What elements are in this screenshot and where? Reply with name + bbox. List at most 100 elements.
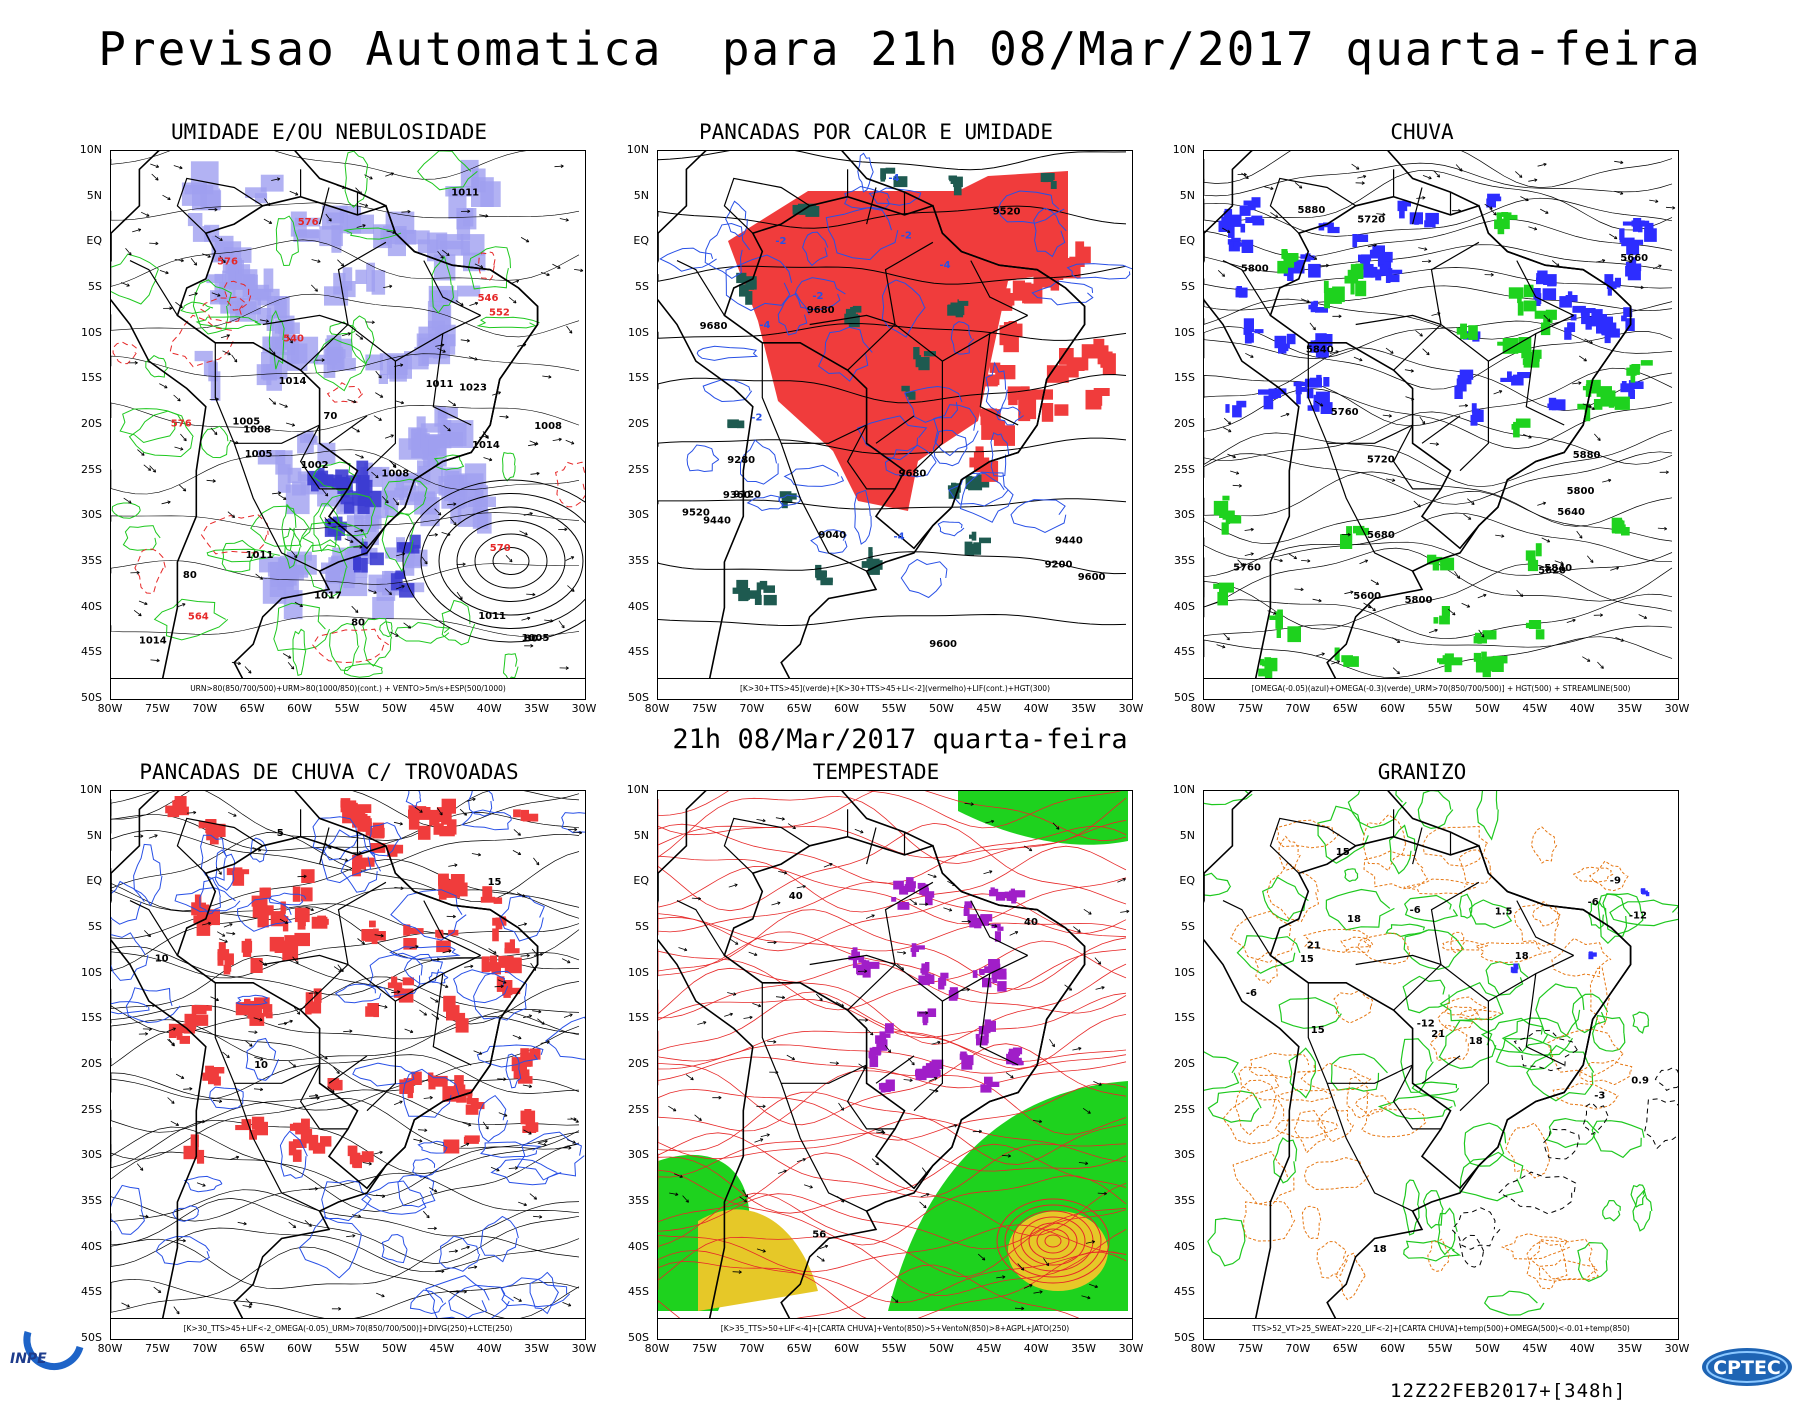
streamline-arrow	[222, 1051, 230, 1059]
lifted-index-contour	[900, 558, 948, 599]
omega-blue-area	[1543, 274, 1557, 285]
wind-vector	[816, 993, 823, 1002]
storm-area	[921, 963, 929, 972]
thunderstorm-area	[347, 1145, 358, 1157]
longitude-tick-label: 80W	[1190, 702, 1216, 715]
streamline-arrow	[1593, 613, 1603, 617]
jet-contour	[1028, 1222, 1078, 1260]
omega-green-area	[1275, 613, 1283, 629]
temperature-contour	[1577, 1241, 1608, 1282]
omega-blue-area	[1619, 236, 1625, 243]
thunderstorm-area	[280, 901, 286, 914]
forecast-map: 10 5 10 15 [K>30_TTS>45+LIF<-2_OMEGA(-0.05)_…	[110, 790, 586, 1340]
instability-area	[1024, 245, 1046, 260]
humidity-contour	[433, 454, 465, 471]
streamline-arrow	[1341, 532, 1351, 537]
divergence-contour	[111, 1184, 145, 1235]
wind-vector	[985, 819, 995, 824]
wind-vector	[395, 585, 405, 590]
temperature-contour	[1347, 791, 1407, 829]
streamline-arrow	[414, 806, 423, 813]
omega-contour	[1443, 996, 1487, 1018]
wind-vector	[162, 194, 171, 200]
omega-blue-area	[1388, 268, 1393, 277]
thunderstorm-area	[504, 958, 510, 974]
state-border	[1355, 954, 1442, 966]
streamline-arrow	[196, 1119, 206, 1124]
state-border	[1459, 361, 1489, 472]
latitude-tick-label: 5S	[635, 920, 649, 933]
longitude-tick-label: 35W	[524, 1342, 550, 1355]
streamline-arrow	[1602, 478, 1612, 483]
streamline-arrow	[333, 1066, 340, 1074]
streamline-arrow	[167, 1027, 177, 1032]
thunderstorm-area	[367, 1003, 377, 1016]
wind-streamline	[111, 449, 580, 495]
wind-vector	[819, 1244, 829, 1250]
storm-area	[922, 1012, 929, 1023]
streamline-arrow	[1610, 566, 1620, 571]
omega-blue-area	[1274, 388, 1287, 395]
omega-green-area	[1219, 582, 1234, 593]
omega-blue-area	[1240, 223, 1246, 233]
contour-value-label: 5	[277, 828, 284, 839]
omega-green-area	[1590, 379, 1601, 394]
omega-green-area	[1442, 655, 1450, 660]
latitude-tick-label: 10S	[628, 965, 649, 979]
state-border	[1525, 333, 1565, 426]
omega-blue-area	[1239, 205, 1251, 216]
wind-vector	[434, 508, 442, 516]
latitude-tick-label: 30S	[81, 1148, 102, 1162]
omega-green-area	[1427, 554, 1437, 565]
thunderstorm-area	[456, 1090, 467, 1103]
thickness-contour	[199, 296, 246, 324]
state-border	[337, 881, 387, 965]
omega-blue-area	[1628, 389, 1635, 399]
contour-value-label: 1005	[245, 449, 273, 460]
wind-vector	[356, 224, 366, 228]
instability-area	[1014, 390, 1034, 400]
divergence-contour	[214, 849, 236, 891]
thunderstorm-area	[365, 929, 374, 942]
streamline-arrow	[378, 1004, 388, 1009]
omega-green-area	[1593, 399, 1603, 410]
wind-vector	[214, 235, 223, 241]
streamline-arrow	[142, 1027, 152, 1031]
omega-contour	[1429, 1024, 1469, 1062]
streamline-arrow	[254, 1056, 264, 1061]
temperature-contour	[1459, 1151, 1524, 1202]
longitude-tick-label: 40W	[476, 702, 502, 715]
instability-area	[958, 287, 973, 301]
wind-vector	[443, 424, 451, 432]
thunderstorm-area	[270, 911, 286, 927]
latitude-tick-label: 35S	[1174, 1194, 1195, 1207]
thunderstorm-area	[265, 1012, 273, 1019]
thunderstorm-area	[445, 886, 460, 898]
instability-area	[1015, 227, 1030, 244]
omega-blue-area	[1535, 296, 1541, 306]
streamline-arrow	[1264, 186, 1274, 191]
temperature-contour	[1204, 872, 1232, 897]
instability-area	[969, 457, 990, 468]
humidity-contour	[200, 425, 231, 459]
omega-contour	[1530, 826, 1558, 864]
latitude-tick-label: 50S	[81, 691, 102, 704]
state-border	[299, 1064, 348, 1130]
thunderstorm-area	[527, 1122, 539, 1132]
omega-contour	[1579, 1059, 1633, 1086]
divergence-contour	[438, 1235, 481, 1272]
streamline-arrow	[1540, 208, 1549, 214]
state-border	[423, 900, 481, 956]
omega-green-area	[1264, 667, 1273, 680]
longitude-tick-label: 75W	[1237, 702, 1263, 715]
streamline-arrow	[1355, 181, 1365, 185]
omega-blue-area	[1565, 295, 1578, 302]
temperature-contour	[1630, 1184, 1646, 1208]
temperature-contour	[1483, 1290, 1545, 1316]
wind-vector	[775, 817, 785, 821]
wind-vector	[1082, 1107, 1091, 1114]
streamline-arrow	[419, 1009, 428, 1016]
map-panel-4: PANCADAS DE CHUVA C/ TROVOADAS 10 5 10 15 [K>…	[54, 760, 604, 1400]
longitude-tick-label: 35W	[1071, 702, 1097, 715]
temperature-contour	[1411, 1081, 1460, 1097]
